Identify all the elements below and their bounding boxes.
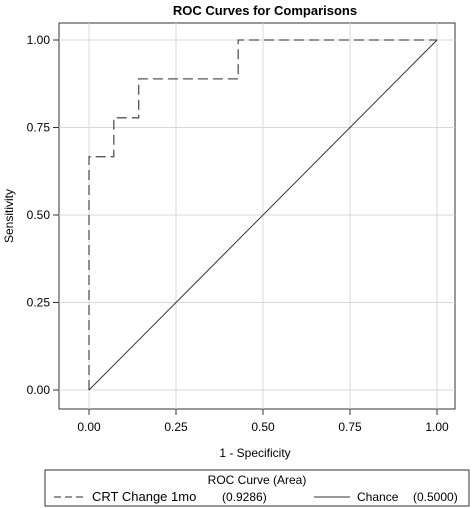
legend-label-chance: Chance [357,490,399,504]
legend-area-crt: (0.9286) [222,490,267,504]
x-tick-label: 0.75 [338,420,362,434]
chart-title: ROC Curves for Comparisons [173,3,357,18]
y-tick-label: 0.25 [27,296,51,310]
legend-title: ROC Curve (Area) [208,473,307,487]
x-tick-label: 1.00 [425,420,449,434]
legend-label-crt: CRT Change 1mo [92,489,196,504]
series-layer [88,39,438,391]
x-tick-label: 0.50 [251,420,275,434]
legend-frame [44,469,470,507]
x-tick-label: 0.00 [77,420,101,434]
axis-ticks: 0.00 0.25 0.50 0.75 1.00 0.00 0.25 0.50 0.75 1.00 [27,33,449,434]
series-line-crt-change [88,39,437,390]
x-tick-label: 0.25 [164,420,188,434]
legend: ROC Curve (Area) CRT Change 1mo (0.9286)… [44,469,470,507]
y-tick-label: 1.00 [27,33,51,47]
y-tick-label: 0.00 [27,383,51,397]
legend-area-chance: (0.5000) [413,490,458,504]
series-line-chance [88,39,438,391]
y-tick-label: 0.75 [27,121,51,135]
plot-frame [58,22,456,410]
y-axis-label: Sensitivity [2,189,16,243]
y-tick-label: 0.50 [27,208,51,222]
x-axis-label: 1 - Specificity [219,446,290,460]
